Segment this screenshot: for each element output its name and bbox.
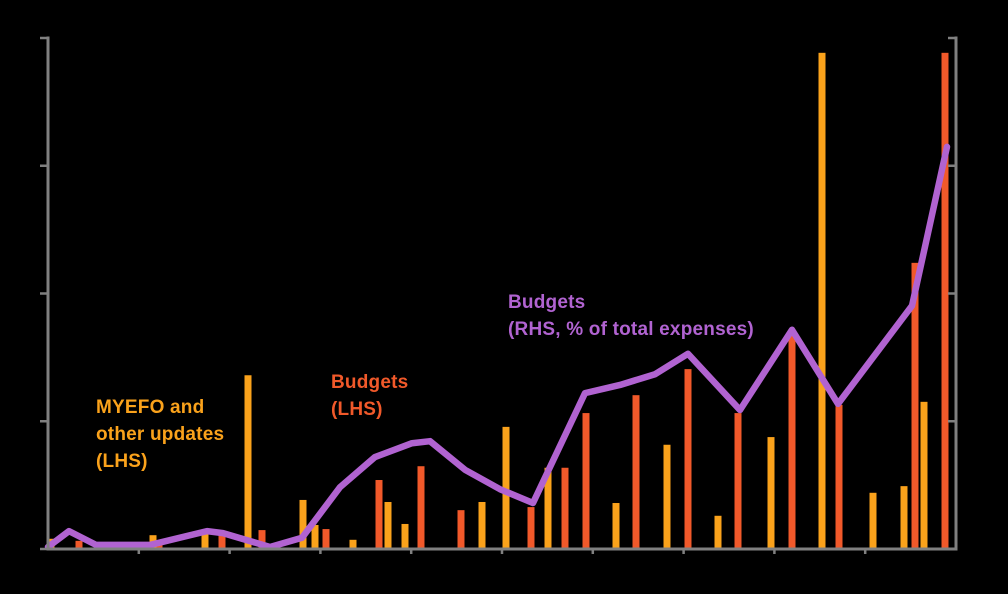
myefo-bar xyxy=(544,467,552,549)
myefo-bar xyxy=(612,503,620,549)
budgets-rhs-label-line2: (RHS, % of total expenses) xyxy=(508,319,754,340)
myefo-bar xyxy=(920,401,928,549)
budget-bar xyxy=(734,413,742,549)
myefo-bar xyxy=(818,52,826,549)
myefo-lhs-label: MYEFO and other updates (LHS) xyxy=(96,394,224,475)
budget-bar xyxy=(835,404,843,549)
budgets-lhs-label-line2: (LHS) xyxy=(331,399,383,420)
budgets-rhs-label: Budgets (RHS, % of total expenses) xyxy=(508,289,754,343)
myefo-bar xyxy=(900,486,908,549)
myefo-bar xyxy=(401,523,409,549)
budget-bar xyxy=(258,530,266,549)
budgets-lhs-label: Budgets (LHS) xyxy=(331,369,408,423)
myefo-bar xyxy=(299,499,307,549)
budgets-rhs-label-line1: Budgets xyxy=(508,292,586,313)
budget-bar xyxy=(527,507,535,549)
budget-bar xyxy=(941,52,949,549)
budget-bar xyxy=(561,467,569,549)
myefo-bar xyxy=(311,524,319,549)
myefo-bar xyxy=(767,437,775,549)
budget-bar xyxy=(788,332,796,549)
budget-bar xyxy=(417,466,425,549)
budget-bar xyxy=(911,262,919,549)
myefo-bar xyxy=(349,539,357,549)
budgets-lhs-label-line1: Budgets xyxy=(331,372,409,393)
budget-bar xyxy=(322,529,330,549)
budget-bar xyxy=(632,395,640,549)
budget-bar xyxy=(218,534,226,549)
myefo-bar xyxy=(478,501,486,549)
budget-bar xyxy=(582,413,590,549)
myefo-label-line2: other updates xyxy=(96,424,225,445)
myefo-bar xyxy=(502,426,510,549)
myefo-bar xyxy=(201,532,209,549)
budget-bar xyxy=(684,369,692,549)
myefo-bar xyxy=(663,444,671,549)
budget-bar xyxy=(375,480,383,549)
myefo-bar xyxy=(384,501,392,549)
myefo-bar xyxy=(244,375,252,549)
myefo-label-line1: MYEFO and xyxy=(96,397,205,418)
budget-bar xyxy=(457,510,465,549)
budgets-rhs-line xyxy=(44,143,951,551)
myefo-bar xyxy=(714,515,722,549)
budget-bar xyxy=(75,540,83,549)
myefo-bar xyxy=(869,492,877,549)
myefo-label-line3: (LHS) xyxy=(96,451,148,472)
